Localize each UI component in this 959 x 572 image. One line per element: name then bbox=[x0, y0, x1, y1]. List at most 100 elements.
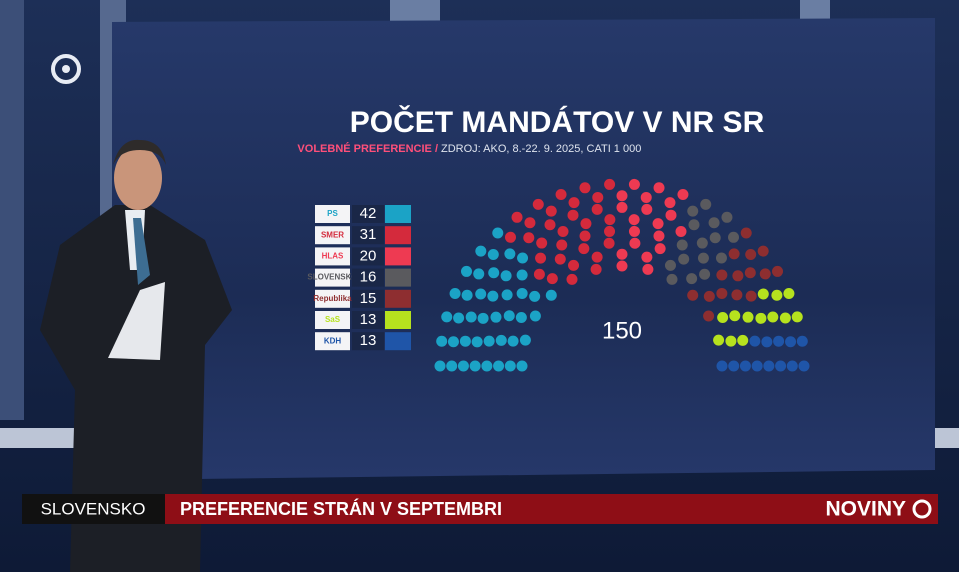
party-logo: PS bbox=[327, 209, 338, 218]
studio-pillar bbox=[800, 0, 830, 20]
seat bbox=[536, 237, 548, 249]
seat bbox=[519, 334, 531, 346]
seat bbox=[475, 245, 487, 257]
seat bbox=[481, 360, 493, 372]
legend-number-box bbox=[352, 332, 384, 351]
seat bbox=[653, 230, 665, 242]
chart-subtitle-label: VOLEBNÉ PREFERENCIE / bbox=[297, 142, 438, 155]
seat bbox=[504, 231, 516, 243]
seat bbox=[641, 251, 653, 263]
seat bbox=[504, 360, 516, 372]
seat bbox=[687, 205, 699, 217]
seat bbox=[515, 312, 527, 324]
seat bbox=[604, 178, 616, 190]
seat bbox=[604, 214, 616, 226]
seat bbox=[749, 335, 761, 347]
seat bbox=[757, 288, 769, 300]
seat bbox=[591, 203, 603, 215]
seat bbox=[757, 245, 769, 257]
seat bbox=[568, 197, 580, 209]
seat bbox=[717, 312, 729, 324]
seat bbox=[786, 360, 798, 372]
seat bbox=[460, 265, 472, 277]
seat bbox=[591, 251, 603, 263]
seat bbox=[700, 198, 712, 210]
legend-swatch bbox=[385, 226, 411, 245]
legend-value: 31 bbox=[360, 226, 377, 243]
seat bbox=[557, 226, 569, 238]
legend-number-box bbox=[352, 289, 384, 308]
seat bbox=[616, 248, 628, 260]
seat bbox=[459, 335, 471, 347]
seat bbox=[791, 311, 803, 323]
seat bbox=[511, 211, 523, 223]
party-logo: KDH bbox=[324, 336, 342, 345]
seat bbox=[629, 237, 641, 249]
legend-number-box bbox=[352, 268, 384, 287]
seat bbox=[665, 209, 677, 221]
seat bbox=[761, 336, 773, 348]
seat bbox=[745, 290, 757, 302]
seat bbox=[507, 335, 519, 347]
seat bbox=[716, 269, 728, 281]
seat bbox=[529, 310, 541, 322]
seat bbox=[446, 360, 458, 372]
seat bbox=[676, 239, 688, 251]
seat bbox=[461, 289, 473, 301]
party-logo: Republika bbox=[313, 294, 352, 303]
seat bbox=[471, 336, 483, 348]
seat bbox=[495, 334, 507, 346]
seat bbox=[759, 268, 771, 280]
seat bbox=[755, 312, 767, 324]
party-logo-box bbox=[315, 311, 350, 329]
party-seats bbox=[713, 287, 803, 347]
legend-swatch bbox=[385, 332, 411, 351]
party-logo-box bbox=[315, 205, 350, 223]
seat bbox=[652, 218, 664, 230]
seat bbox=[664, 259, 676, 271]
seat bbox=[687, 289, 699, 301]
legend-value: 13 bbox=[360, 332, 377, 349]
legend-value: 16 bbox=[360, 269, 377, 286]
seat bbox=[703, 290, 715, 302]
channel-logo bbox=[62, 65, 70, 73]
seat bbox=[545, 205, 557, 217]
party-logo: HLAS bbox=[322, 252, 344, 261]
legend-number-box bbox=[352, 226, 384, 245]
seat bbox=[616, 201, 628, 213]
seat bbox=[592, 191, 604, 203]
seat bbox=[779, 312, 791, 324]
seat bbox=[688, 219, 700, 231]
seat bbox=[475, 288, 487, 300]
seat bbox=[500, 270, 512, 282]
seat bbox=[751, 360, 763, 372]
seat bbox=[709, 232, 721, 244]
seat bbox=[555, 189, 567, 201]
seat bbox=[744, 267, 756, 279]
seat bbox=[434, 360, 446, 372]
seat bbox=[737, 334, 749, 346]
seat bbox=[544, 219, 556, 231]
legend-swatch bbox=[385, 289, 411, 308]
seat bbox=[731, 289, 743, 301]
legend-swatch bbox=[385, 205, 411, 223]
seat bbox=[708, 217, 720, 229]
seat bbox=[477, 312, 489, 324]
seat bbox=[798, 360, 810, 372]
seat bbox=[447, 336, 459, 348]
legend-value: 15 bbox=[360, 290, 377, 307]
party-logo-box bbox=[315, 226, 350, 245]
seat bbox=[504, 248, 516, 260]
seat bbox=[677, 189, 689, 201]
seat bbox=[554, 253, 566, 265]
party-seats bbox=[504, 178, 616, 285]
seat bbox=[524, 217, 536, 229]
seat bbox=[441, 311, 453, 323]
seat bbox=[654, 243, 666, 255]
seat bbox=[728, 360, 740, 372]
brand: NOVINY bbox=[825, 498, 906, 521]
legend-value: 42 bbox=[360, 205, 377, 222]
legend-swatch bbox=[385, 311, 411, 329]
